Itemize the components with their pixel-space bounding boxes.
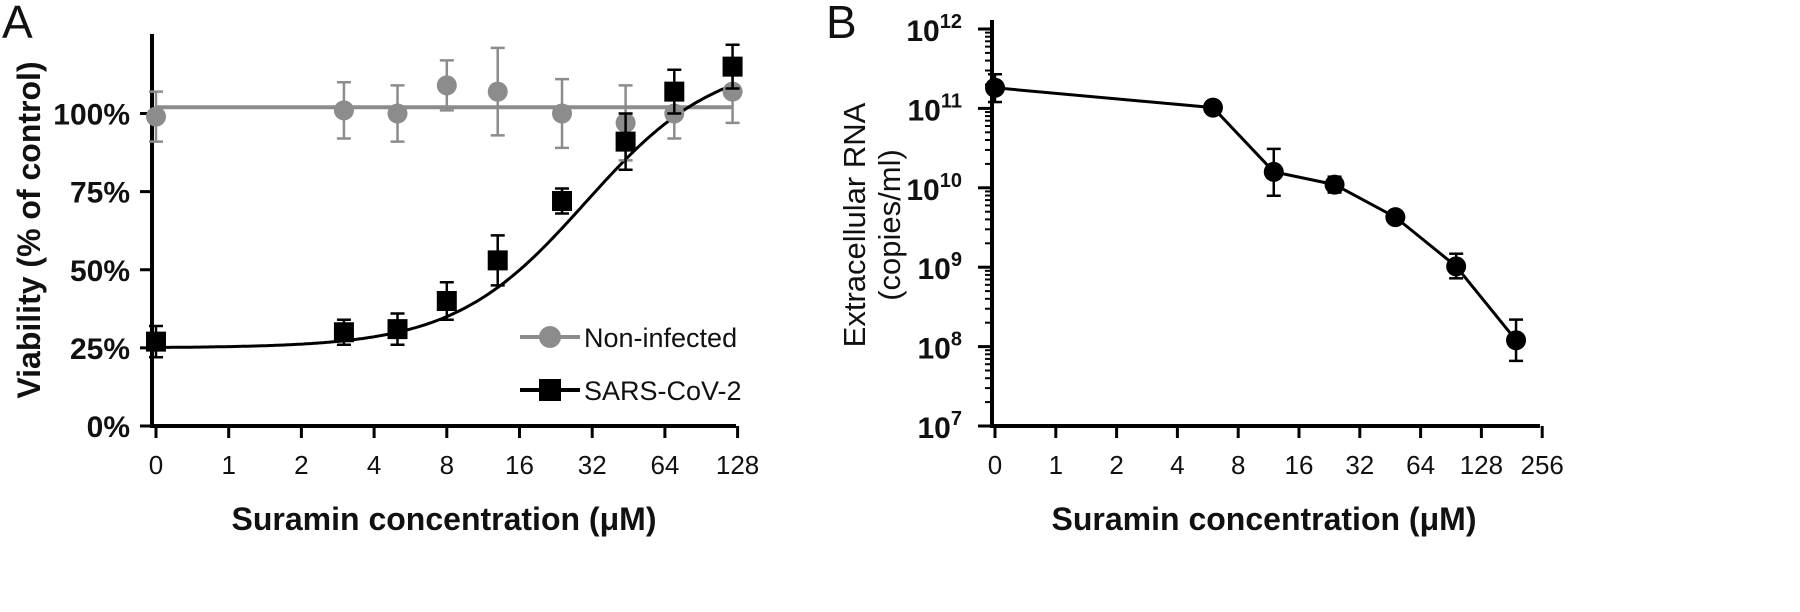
panel-b-y-tick-label: 108 (918, 329, 963, 366)
panel-b-x-tick-label: 128 (1460, 450, 1503, 480)
panel-a-x-axis-title: Suramin concentration (μM) (232, 501, 657, 537)
extracellular-rna-point (1263, 161, 1284, 182)
non-infected-point (487, 81, 508, 102)
panel-b-x-tick-label: 32 (1345, 450, 1374, 480)
panel-b-x-tick-label: 1 (1049, 450, 1063, 480)
panel-a-x-tick-label: 32 (578, 450, 607, 480)
extracellular-rna-point (1506, 330, 1527, 351)
extracellular-rna-point (1446, 256, 1467, 277)
panel-b-y-axis-title-units: (copies/ml) (872, 149, 907, 301)
non-infected-point (146, 106, 166, 127)
extracellular-rna-point (1385, 207, 1406, 228)
panel-b-letter: B (826, 0, 857, 48)
panel-a: A 0% 25% 50% 75% 100% 0 1 2 4 8 16 32 64 128 Suramin… (2, 0, 759, 537)
panel-b-y-tick-label: 1010 (906, 170, 962, 207)
sars-cov-2-point (722, 56, 743, 77)
non-infected-point (387, 103, 408, 124)
legend-sars-cov-2-marker (539, 379, 561, 401)
panel-a-legend: Non-infected SARS-CoV-2 (520, 323, 742, 406)
panel-b-y-tick-label: 1011 (907, 90, 962, 127)
panel-b: B 107 108 109 1010 1011 1012 0 1 2 4 8 16 32 64 128 25… (826, 0, 1564, 537)
non-infected-point (333, 100, 354, 121)
panel-a-x-tick-label: 16 (505, 450, 534, 480)
panel-a-x-tick-label: 1 (221, 450, 235, 480)
sars-cov-2-fit-curve (155, 83, 733, 349)
panel-b-x-tick-label: 8 (1231, 450, 1245, 480)
non-infected-point (722, 81, 743, 102)
panel-a-y-tick-label: 0% (87, 411, 130, 444)
panel-b-y-tick-label: 109 (918, 249, 963, 286)
extracellular-rna-point (985, 77, 1005, 98)
panel-a-x-tick-label: 64 (650, 450, 679, 480)
panel-b-x-tick-label: 64 (1406, 450, 1435, 480)
sars-cov-2-point (664, 81, 685, 102)
panel-b-y-axis-title: Extracellular RNA (837, 102, 872, 347)
panel-a-x-tick-label: 4 (367, 450, 381, 480)
sars-cov-2-point (387, 319, 408, 340)
panel-a-letter: A (2, 0, 33, 48)
legend-non-infected-marker (539, 326, 561, 348)
panel-a-x-tick-label: 2 (294, 450, 308, 480)
sars-cov-2-point (552, 191, 573, 211)
sars-cov-2-point (487, 250, 508, 271)
extracellular-rna-point (1202, 97, 1223, 118)
panel-b-x-tick-label: 256 (1521, 450, 1564, 480)
panel-a-y-axis-title: Viability (% of control) (11, 61, 47, 398)
panel-a-x-tick-label: 8 (440, 450, 454, 480)
panel-b-y-tick-label: 107 (918, 408, 963, 445)
panel-a-y-tick-label: 25% (70, 333, 130, 366)
panel-a-x-tick-label: 0 (149, 450, 163, 480)
non-infected-point (436, 75, 457, 96)
panel-b-x-tick-label: 0 (988, 450, 1002, 480)
legend-sars-cov-2-label: SARS-CoV-2 (584, 376, 742, 406)
sars-cov-2-point (615, 131, 636, 152)
extracellular-rna-point (1324, 174, 1345, 195)
panel-b-x-axis-title: Suramin concentration (μM) (1052, 501, 1477, 537)
non-infected-point (552, 103, 573, 124)
extracellular-rna-line (994, 86, 1518, 342)
panel-b-y-tick-label: 1012 (906, 11, 962, 48)
legend-non-infected-label: Non-infected (584, 323, 737, 353)
sars-cov-2-point (146, 331, 166, 352)
panel-b-x-tick-label: 2 (1109, 450, 1123, 480)
panel-a-y-tick-label: 75% (70, 177, 130, 210)
panel-a-x-tick-label: 128 (716, 450, 759, 480)
sars-cov-2-point (436, 291, 457, 311)
sars-cov-2-point (333, 322, 354, 343)
panel-a-y-tick-label: 50% (70, 255, 130, 288)
panel-a-y-tick-label: 100% (53, 99, 130, 132)
panel-b-x-tick-label: 4 (1170, 450, 1184, 480)
panel-b-x-tick-label: 16 (1285, 450, 1314, 480)
